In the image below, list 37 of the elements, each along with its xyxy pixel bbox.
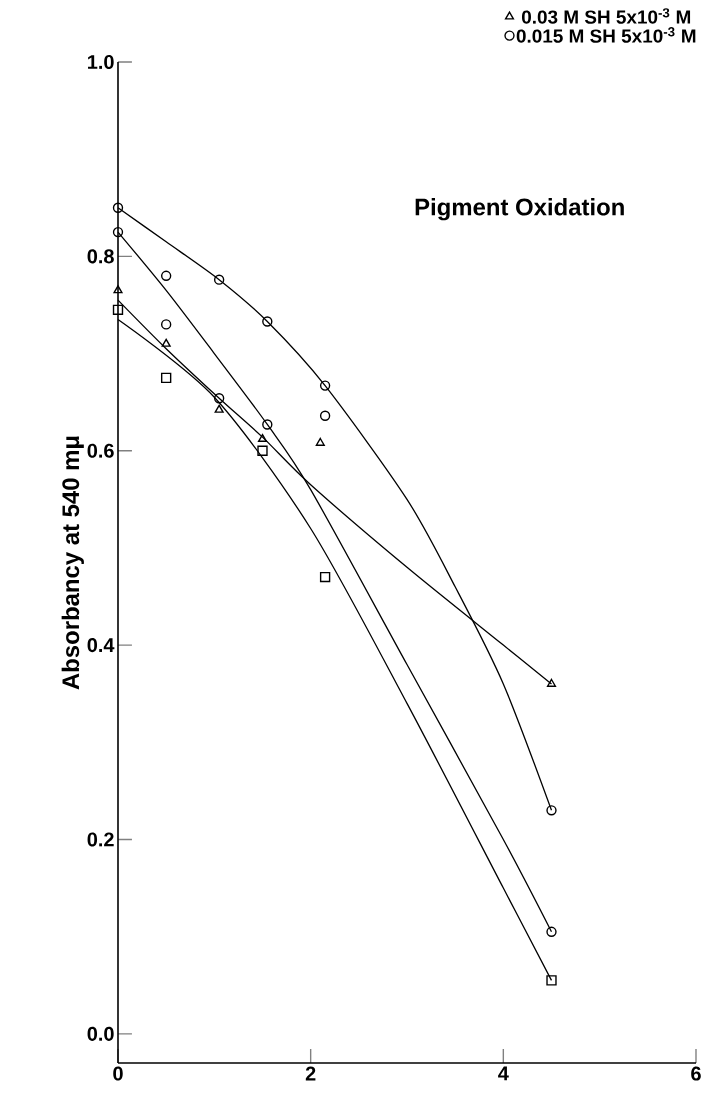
text: Pigment Oxidation — [415, 197, 624, 221]
point — [214, 404, 224, 413]
point — [319, 410, 331, 421]
point — [315, 437, 325, 446]
point — [262, 419, 273, 430]
point — [262, 316, 273, 327]
legend-label: 0.015 M SH 5x10$^{-3}$ M — [516, 27, 696, 43]
y-tick-label: 0.8 — [87, 249, 114, 264]
point — [546, 805, 557, 816]
point — [319, 571, 331, 583]
point — [319, 380, 331, 391]
point — [160, 270, 172, 281]
y-tick-label: 0.4 — [87, 638, 115, 653]
point — [546, 678, 557, 687]
y-tick-label: 0.2 — [87, 832, 114, 847]
point — [213, 274, 225, 285]
y-axis-title: Absorbancy at 540 mμ — [61, 436, 84, 690]
point — [160, 319, 172, 330]
x-tick-label: 2 — [305, 1066, 316, 1081]
legend-label: 0.03 M SH 5x10$^{-3}$ M — [521, 8, 691, 24]
y-tick-label: 0.0 — [87, 1026, 114, 1041]
point — [161, 338, 171, 347]
point — [546, 975, 557, 986]
point — [257, 445, 268, 456]
point — [112, 202, 124, 213]
point — [113, 285, 123, 294]
x-tick-label: 6 — [691, 1066, 701, 1081]
point — [257, 433, 268, 443]
point — [160, 372, 172, 384]
point — [213, 393, 225, 404]
point — [546, 926, 557, 937]
x-tick-label: 4 — [498, 1066, 509, 1081]
point — [112, 226, 124, 238]
x-tick-label: 0 — [113, 1066, 123, 1081]
y-tick-label: 0.6 — [87, 443, 114, 458]
point — [112, 304, 124, 315]
y-tick-label: 1.0 — [88, 54, 114, 70]
